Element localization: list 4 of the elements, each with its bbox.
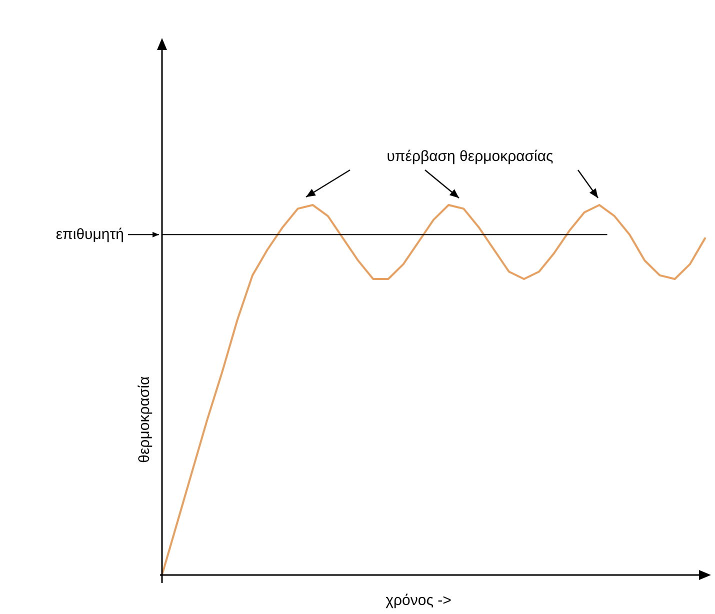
text: υπέρβαση θερμοκρασίας <box>386 148 554 166</box>
x-axis-title: χρόνος -> <box>386 592 452 610</box>
ref-line-label: επιθυμητή <box>56 226 124 243</box>
y-axis-title: θερμοκρασία <box>136 376 154 463</box>
